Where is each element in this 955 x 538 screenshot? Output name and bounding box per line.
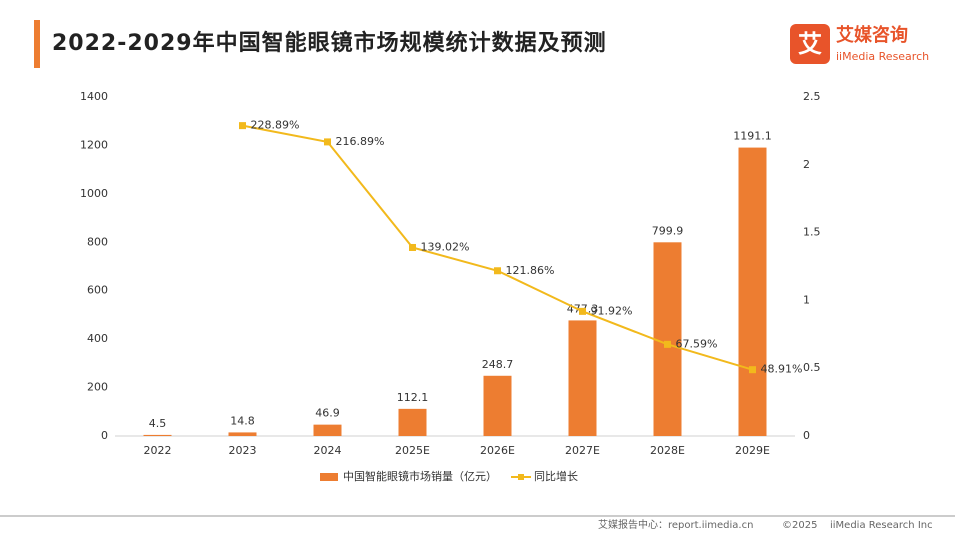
bar bbox=[653, 242, 682, 436]
line-label: 67.59% bbox=[676, 337, 718, 350]
bar bbox=[228, 432, 257, 436]
x-tick-label: 2023 bbox=[229, 444, 257, 457]
bar bbox=[483, 375, 512, 436]
x-tick-label: 2022 bbox=[144, 444, 172, 457]
line-point bbox=[749, 366, 756, 374]
logo-glyph: 艾 bbox=[798, 30, 822, 58]
y-tick-label: 200 bbox=[87, 381, 108, 394]
x-tick-label: 2029E bbox=[735, 444, 770, 457]
line-point bbox=[409, 243, 416, 251]
x-tick-label: 2024 bbox=[314, 444, 342, 457]
legend-label: 同比增长 bbox=[534, 469, 578, 483]
x-tick-label: 2026E bbox=[480, 444, 515, 457]
x-tick-label: 2027E bbox=[565, 444, 600, 457]
bar bbox=[568, 320, 597, 436]
line-label: 121.86% bbox=[506, 264, 555, 277]
y2-tick-label: 2.5 bbox=[803, 90, 821, 103]
legend-swatch bbox=[518, 474, 524, 480]
brand-sub: iiMedia Research bbox=[836, 50, 929, 63]
line-point bbox=[664, 340, 671, 348]
bar-label: 14.8 bbox=[230, 414, 255, 427]
line-label: 228.89% bbox=[251, 119, 300, 132]
legend-swatch bbox=[320, 473, 338, 481]
line-label: 91.92% bbox=[591, 304, 633, 317]
y-tick-label: 400 bbox=[87, 332, 108, 345]
title-accent bbox=[34, 20, 40, 68]
bar-label: 46.9 bbox=[315, 407, 340, 420]
brand-name: 艾媒咨询 bbox=[836, 24, 908, 46]
footer-source: 艾媒报告中心：report.iimedia.cn bbox=[598, 518, 753, 531]
bar bbox=[398, 408, 427, 436]
logo-icon bbox=[790, 24, 830, 64]
legend-label: 中国智能眼镜市场销量（亿元） bbox=[343, 469, 497, 483]
y-tick-label: 1200 bbox=[80, 138, 108, 151]
bar-label: 1191.1 bbox=[733, 130, 772, 143]
bar-label: 248.7 bbox=[482, 358, 514, 371]
x-tick-label: 2025E bbox=[395, 444, 430, 457]
line-label: 139.02% bbox=[421, 240, 470, 253]
bar bbox=[313, 424, 342, 436]
line-point bbox=[494, 267, 501, 275]
bar bbox=[738, 147, 767, 436]
y-tick-label: 0 bbox=[101, 429, 108, 442]
y2-tick-label: 1.5 bbox=[803, 226, 821, 239]
y2-tick-label: 1 bbox=[803, 293, 810, 306]
y-tick-label: 600 bbox=[87, 284, 108, 297]
y-tick-label: 1400 bbox=[80, 90, 108, 103]
bar bbox=[143, 434, 172, 436]
bar-label: 112.1 bbox=[397, 391, 429, 404]
line-point bbox=[239, 122, 246, 130]
chart-title: 2022-2029年中国智能眼镜市场规模统计数据及预测 bbox=[52, 30, 607, 56]
bar-label: 799.9 bbox=[652, 224, 684, 237]
line-point bbox=[324, 138, 331, 146]
footer-copyright: ©2025 bbox=[782, 520, 817, 531]
bar-label: 4.5 bbox=[149, 417, 167, 430]
y-tick-label: 1000 bbox=[80, 187, 108, 200]
y-tick-label: 800 bbox=[87, 235, 108, 248]
y2-tick-label: 2 bbox=[803, 158, 810, 171]
line-label: 216.89% bbox=[336, 135, 385, 148]
line-label: 48.91% bbox=[761, 363, 803, 376]
footer-company: iiMedia Research Inc bbox=[830, 520, 933, 531]
y2-tick-label: 0.5 bbox=[803, 361, 821, 374]
line-point bbox=[579, 307, 586, 315]
x-tick-label: 2028E bbox=[650, 444, 685, 457]
y2-tick-label: 0 bbox=[803, 429, 810, 442]
